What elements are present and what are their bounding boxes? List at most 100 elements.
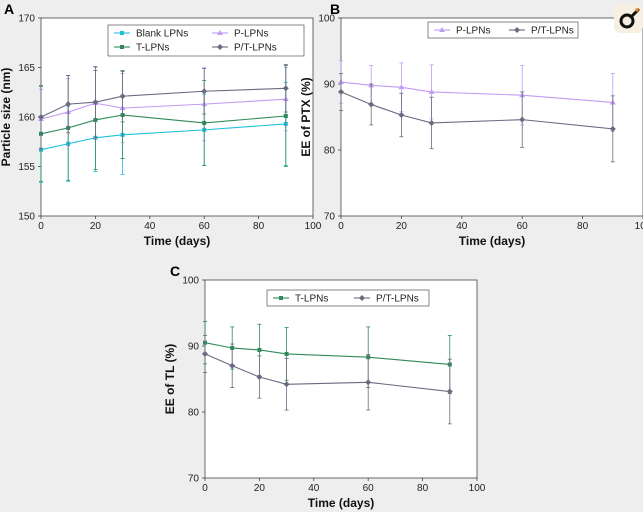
x-tick-label: 100: [469, 483, 486, 494]
y-tick-label: 70: [188, 474, 200, 485]
data-point: [365, 379, 372, 386]
legend-marker: [217, 44, 223, 50]
y-tick-label: 160: [18, 113, 35, 124]
data-point: [609, 125, 616, 132]
y-tick-label: 155: [18, 162, 35, 173]
series-line: [40, 98, 286, 120]
x-tick-label: 20: [396, 221, 408, 232]
data-point: [38, 114, 44, 120]
data-point: [229, 362, 236, 369]
legend-marker: [120, 45, 124, 49]
data-point: [202, 120, 207, 125]
legend-entry: P/T-LPNs: [212, 43, 277, 54]
legend-entry: Blank LPNs: [114, 29, 188, 40]
chart-panel-c: C 0 20 40 60 80 100 70 80 90 100 Time (days) EE of T…: [163, 263, 486, 510]
legend-entry: P/T-LPNs: [354, 294, 419, 305]
legend-label: P/T-LPNs: [234, 43, 277, 54]
y-tick-label: 90: [188, 342, 200, 353]
series-p-t-lpns: [202, 335, 453, 425]
series-line: [40, 87, 286, 118]
panel-label: A: [4, 1, 14, 17]
x-tick-label: 100: [635, 221, 643, 232]
x-tick-label: 40: [456, 221, 468, 232]
legend: Blank LPNs P-LPNs T-LPNs P/T-LPNs: [107, 24, 305, 57]
plot-area: [204, 279, 478, 479]
data-point: [283, 114, 288, 119]
legend-marker: [217, 30, 223, 35]
data-point: [202, 350, 208, 357]
chart-panel-b: B020406080100708090100Time (days)EE of P…: [299, 1, 643, 248]
series-p-t-lpns: [38, 64, 289, 150]
legend: T-LPNs P/T-LPNs: [266, 289, 430, 307]
legend-marker: [514, 27, 520, 33]
legend-label: Blank LPNs: [136, 29, 188, 40]
x-tick-label: 80: [417, 483, 429, 494]
x-tick-label: 0: [202, 483, 208, 494]
data-point: [338, 88, 344, 95]
legend-label: P/T-LPNs: [531, 26, 574, 37]
x-tick-label: 0: [38, 221, 44, 232]
panel-label: C: [170, 263, 180, 279]
data-point: [284, 351, 289, 356]
x-tick-label: 0: [338, 221, 344, 232]
series-line: [340, 81, 613, 104]
series-line: [40, 114, 286, 135]
data-point: [283, 381, 290, 388]
series-p-t-lpns: [338, 73, 616, 163]
y-tick-label: 80: [188, 408, 200, 419]
legend-label: T-LPNs: [295, 294, 328, 305]
data-point: [201, 88, 208, 95]
legend-entry: T-LPNs: [273, 294, 328, 305]
data-point: [65, 101, 72, 108]
x-tick-label: 20: [254, 483, 266, 494]
data-point: [368, 101, 375, 108]
series-line: [40, 123, 286, 151]
x-tick-label: 60: [199, 221, 211, 232]
plot-area: [340, 17, 643, 217]
y-axis-label: EE of PTX (%): [299, 77, 313, 156]
data-point: [519, 116, 526, 123]
y-tick-label: 90: [324, 80, 336, 91]
x-tick-label: 80: [253, 221, 265, 232]
data-point: [256, 374, 263, 381]
legend-entry: P/T-LPNs: [509, 26, 574, 37]
data-point: [398, 112, 405, 119]
x-tick-label: 100: [305, 221, 322, 232]
legend-entry: T-LPNs: [114, 43, 169, 54]
data-point: [398, 84, 405, 90]
y-tick-label: 170: [18, 14, 35, 25]
data-point: [119, 93, 126, 100]
x-tick-label: 80: [577, 221, 589, 232]
data-point: [257, 347, 262, 352]
x-tick-label: 60: [363, 483, 375, 494]
legend-entry: P-LPNs: [212, 29, 268, 40]
chart-panel-a: A 0 20 40 60 80 100 150 155 160 165 170 Time (days) P…: [0, 1, 322, 248]
legend-label: P/T-LPNs: [376, 294, 419, 305]
legend-marker: [359, 295, 365, 301]
legend-label: T-LPNs: [136, 43, 169, 54]
y-axis-label: EE of TL (%): [163, 344, 177, 414]
legend-marker: [120, 31, 124, 35]
x-tick-label: 40: [308, 483, 320, 494]
legend-entry: P-LPNs: [434, 26, 490, 37]
x-tick-label: 60: [517, 221, 529, 232]
y-tick-label: 165: [18, 63, 35, 74]
y-tick-label: 150: [18, 212, 35, 223]
y-tick-label: 100: [318, 14, 335, 25]
data-point: [428, 88, 435, 94]
data-point: [446, 388, 453, 395]
panel-label: B: [330, 1, 340, 17]
y-tick-label: 100: [182, 276, 199, 287]
legend: P-LPNs P/T-LPNs: [427, 21, 579, 39]
dove-press-logo-icon: [614, 4, 643, 33]
y-tick-label: 80: [324, 146, 336, 157]
x-axis-label: Time (days): [308, 496, 374, 510]
x-axis-label: Time (days): [144, 234, 210, 248]
y-tick-label: 70: [324, 212, 336, 223]
y-axis-label: Particle size (nm): [0, 68, 13, 167]
legend-label: P-LPNs: [234, 29, 268, 40]
series-line: [340, 91, 613, 130]
data-point: [92, 99, 99, 106]
x-axis-label: Time (days): [459, 234, 525, 248]
